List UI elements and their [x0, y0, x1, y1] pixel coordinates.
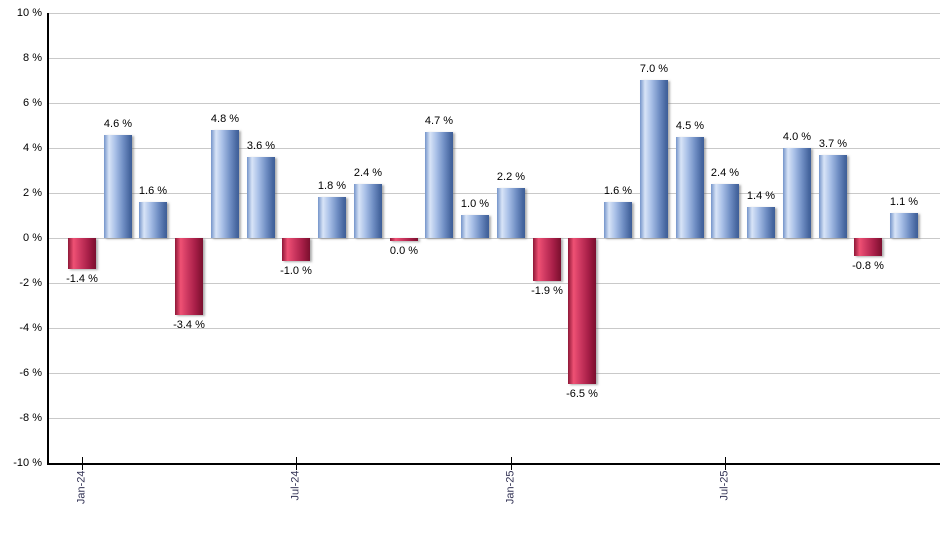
y-axis-tick-label: 10 %	[16, 7, 42, 19]
x-axis-tick-mark	[82, 457, 83, 470]
gridline	[48, 283, 940, 284]
bar-value-label: 4.7 %	[424, 115, 454, 127]
y-axis-tick-label: 4 %	[23, 142, 42, 154]
x-axis-tick-label: Jan-24	[75, 470, 88, 505]
bar-negative	[568, 238, 596, 384]
bar-value-label: -6.5 %	[566, 388, 598, 400]
bar-positive	[247, 157, 275, 238]
gridline	[48, 238, 940, 239]
x-axis-tick-label: Jul-25	[718, 470, 731, 501]
gridline	[48, 193, 940, 194]
bar-value-label: 2.2 %	[496, 171, 526, 183]
bar-positive	[211, 130, 239, 238]
bar-value-label: 3.6 %	[246, 140, 276, 152]
bar-value-label: 1.4 %	[746, 190, 776, 202]
bar-value-label: 2.4 %	[353, 167, 383, 179]
bar-positive	[425, 132, 453, 238]
bar-positive	[354, 184, 382, 238]
bar-negative	[533, 238, 561, 281]
bar-value-label: 4.0 %	[782, 131, 812, 143]
bar-positive	[783, 148, 811, 238]
bar-value-label: -1.9 %	[531, 285, 563, 297]
bar-positive	[819, 155, 847, 238]
bar-positive	[497, 188, 525, 238]
y-axis-tick-label: 0 %	[23, 232, 42, 244]
x-axis-tick-mark	[511, 457, 512, 470]
bar-positive	[318, 197, 346, 238]
bar-value-label: 4.6 %	[103, 118, 133, 130]
bar-negative	[854, 238, 882, 256]
bar-value-label: -1.4 %	[66, 273, 98, 285]
y-axis-tick-label: 6 %	[23, 97, 42, 109]
bar-value-label: 1.6 %	[603, 185, 633, 197]
bar-positive	[139, 202, 167, 238]
bar-value-label: 3.7 %	[818, 138, 848, 150]
bar-negative	[390, 238, 418, 241]
gridline	[48, 148, 940, 149]
bar-value-label: 1.8 %	[317, 180, 347, 192]
x-axis-tick-label: Jan-25	[504, 470, 517, 505]
bar-value-label: -3.4 %	[173, 319, 205, 331]
bar-positive	[640, 80, 668, 238]
gridline	[48, 103, 940, 104]
bar-negative	[175, 238, 203, 315]
bar-negative	[68, 238, 96, 269]
bar-value-label: 2.4 %	[710, 167, 740, 179]
bar-positive	[890, 213, 918, 238]
gridline	[48, 418, 940, 419]
y-axis-tick-label: -8 %	[19, 412, 42, 424]
bar-negative	[282, 238, 310, 261]
bar-value-label: 7.0 %	[639, 63, 669, 75]
y-axis-tick-label: 8 %	[23, 52, 42, 64]
bar-value-label: 1.0 %	[460, 198, 490, 210]
gridline	[48, 58, 940, 59]
gridline	[48, 13, 940, 14]
y-axis-tick-label: -10 %	[13, 457, 42, 469]
bar-positive	[711, 184, 739, 238]
bar-positive	[676, 137, 704, 238]
bar-value-label: 0.0 %	[389, 245, 419, 257]
x-axis-tick-mark	[296, 457, 297, 470]
bar-value-label: 4.8 %	[210, 113, 240, 125]
gridline	[48, 328, 940, 329]
bar-positive	[604, 202, 632, 238]
bar-positive	[747, 207, 775, 238]
x-axis	[47, 463, 940, 465]
gridline	[48, 373, 940, 374]
y-axis-tick-label: -2 %	[19, 277, 42, 289]
bar-positive	[104, 135, 132, 238]
bar-value-label: 1.6 %	[138, 185, 168, 197]
bar-value-label: -0.8 %	[852, 260, 884, 272]
y-axis-tick-label: 2 %	[23, 187, 42, 199]
x-axis-tick-mark	[725, 457, 726, 470]
bar-value-label: -1.0 %	[280, 265, 312, 277]
bar-value-label: 1.1 %	[889, 196, 919, 208]
x-axis-tick-label: Jul-24	[289, 470, 302, 501]
y-axis-tick-label: -4 %	[19, 322, 42, 334]
bar-positive	[461, 215, 489, 238]
bar-value-label: 4.5 %	[675, 120, 705, 132]
y-axis-tick-label: -6 %	[19, 367, 42, 379]
y-axis	[47, 13, 49, 463]
